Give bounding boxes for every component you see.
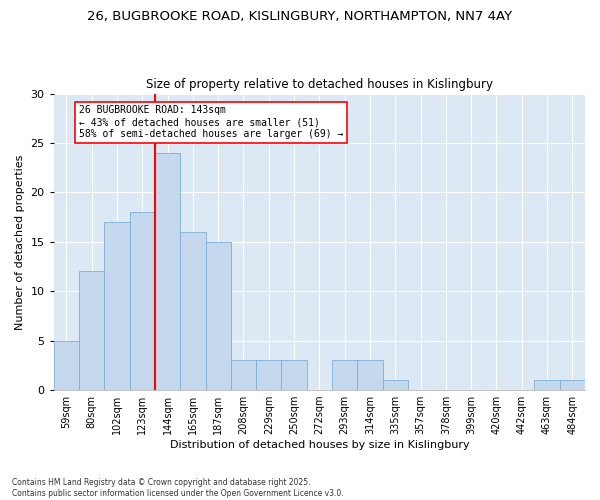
Bar (535, 380, 560, 390)
Bar (130, 212, 155, 390)
Bar (155, 153, 180, 390)
X-axis label: Distribution of detached houses by size in Kislingbury: Distribution of detached houses by size … (170, 440, 469, 450)
Bar (104, 222, 130, 390)
Bar (180, 232, 206, 390)
Bar (383, 380, 408, 390)
Text: 26, BUGBROOKE ROAD, KISLINGBURY, NORTHAMPTON, NN7 4AY: 26, BUGBROOKE ROAD, KISLINGBURY, NORTHAM… (88, 10, 512, 23)
Bar (206, 242, 231, 390)
Y-axis label: Number of detached properties: Number of detached properties (15, 154, 25, 330)
Bar (281, 360, 307, 390)
Bar (332, 360, 358, 390)
Bar (231, 360, 256, 390)
Text: Contains HM Land Registry data © Crown copyright and database right 2025.
Contai: Contains HM Land Registry data © Crown c… (12, 478, 344, 498)
Bar (256, 360, 281, 390)
Bar (358, 360, 383, 390)
Bar (54, 340, 79, 390)
Text: 26 BUGBROOKE ROAD: 143sqm
← 43% of detached houses are smaller (51)
58% of semi-: 26 BUGBROOKE ROAD: 143sqm ← 43% of detac… (79, 106, 343, 138)
Bar (79, 272, 104, 390)
Bar (560, 380, 585, 390)
Title: Size of property relative to detached houses in Kislingbury: Size of property relative to detached ho… (146, 78, 493, 91)
